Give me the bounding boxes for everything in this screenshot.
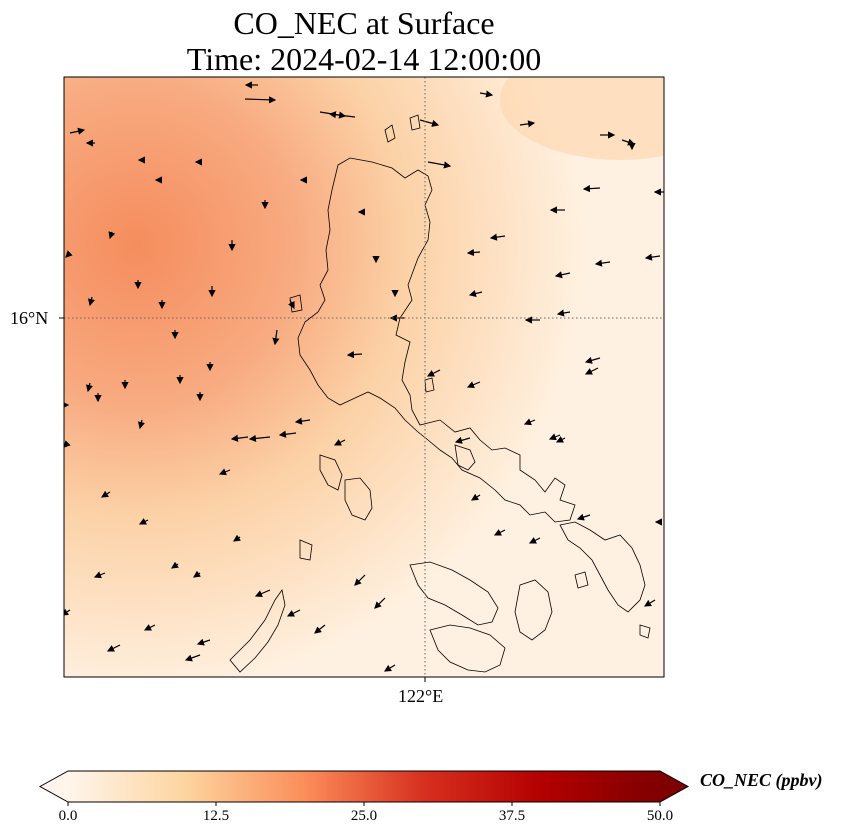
wind-arrow bbox=[523, 418, 536, 426]
wind-arrow bbox=[288, 299, 295, 310]
wind-arrow bbox=[466, 248, 481, 257]
colorbar-label: CO_NEC (ppbv) bbox=[700, 770, 823, 790]
chart-title: CO_NEC at Surface bbox=[233, 5, 495, 41]
wind-arrow bbox=[106, 644, 121, 652]
wind-arrow bbox=[65, 250, 73, 258]
wind-arrow bbox=[468, 290, 483, 298]
wind-arrow bbox=[554, 271, 571, 279]
wind-arrow bbox=[493, 529, 506, 536]
wind-arrow bbox=[466, 381, 481, 389]
wind-arrow bbox=[193, 570, 201, 578]
colorbar-tick-label: 37.5 bbox=[498, 808, 526, 824]
wind-arrow bbox=[328, 111, 356, 119]
map-area bbox=[64, 77, 664, 677]
wind-arrow bbox=[278, 430, 297, 438]
wind-arrow bbox=[548, 433, 561, 441]
wind-arrow bbox=[93, 571, 106, 579]
wind-arrow bbox=[426, 369, 441, 377]
wind-arrow bbox=[87, 296, 95, 307]
wind-arrow bbox=[196, 638, 211, 646]
wind-arrow bbox=[346, 350, 363, 359]
colorbar-tick-label: 50.0 bbox=[646, 808, 674, 824]
wind-arrow bbox=[171, 561, 179, 569]
concentration-field bbox=[64, 77, 664, 677]
chart-subtitle: Time: 2024-02-14 12:00:00 bbox=[186, 41, 542, 77]
colorbar-tick-label: 25.0 bbox=[350, 808, 378, 824]
wind-arrow bbox=[383, 664, 396, 672]
wind-arrow bbox=[470, 493, 481, 501]
wind-arrow bbox=[584, 356, 601, 364]
colorbar-extend-min bbox=[40, 771, 68, 802]
wind-arrow bbox=[528, 537, 541, 544]
wind-arrow bbox=[314, 624, 326, 634]
wind-arrow bbox=[582, 185, 601, 193]
wind-arrow bbox=[519, 120, 536, 128]
colorbar-extend-max bbox=[660, 771, 688, 802]
colorbar-tick-label: 0.0 bbox=[58, 808, 78, 824]
wind-arrow bbox=[354, 574, 366, 586]
wind-arrow bbox=[108, 231, 116, 240]
wind-arrow bbox=[644, 253, 661, 261]
wind-arrow bbox=[218, 468, 231, 476]
wind-arrow bbox=[85, 382, 93, 393]
wind-arrow bbox=[143, 624, 156, 631]
wind-arrow bbox=[333, 439, 346, 446]
wind-arrow bbox=[419, 119, 440, 127]
wind-arrow bbox=[584, 367, 599, 375]
wind-arrow bbox=[137, 419, 145, 430]
wind-arrow bbox=[594, 259, 611, 267]
wind-arrow bbox=[233, 534, 241, 542]
wind-arrow bbox=[374, 597, 386, 609]
wind-arrow bbox=[479, 90, 494, 98]
colorbar-tick-label: 12.5 bbox=[202, 808, 230, 824]
wind-arrow bbox=[555, 436, 566, 443]
lon-tick-label: 122°E bbox=[398, 686, 444, 706]
lat-tick-label: 16°N bbox=[10, 308, 49, 328]
wind-arrow bbox=[230, 434, 249, 442]
wind-arrow bbox=[64, 608, 71, 616]
wind-arrow bbox=[100, 490, 111, 498]
wind-vectors bbox=[64, 81, 664, 672]
wind-arrow bbox=[272, 329, 280, 346]
wind-arrow bbox=[427, 161, 452, 169]
wind-arrow bbox=[138, 518, 149, 525]
colorbar bbox=[38, 770, 690, 806]
wind-arrow bbox=[69, 127, 86, 135]
wind-arrow bbox=[254, 589, 271, 597]
wind-arrow bbox=[643, 599, 656, 607]
wind-arrow bbox=[294, 417, 311, 425]
colorbar-gradient bbox=[68, 771, 660, 802]
wind-arrow bbox=[286, 609, 301, 617]
wind-arrow bbox=[184, 654, 201, 662]
wind-arrow bbox=[556, 309, 571, 317]
ne-plume bbox=[500, 77, 664, 160]
wind-arrow bbox=[489, 233, 506, 241]
wind-arrow bbox=[454, 436, 471, 444]
map-frame bbox=[63, 76, 665, 678]
wind-arrow bbox=[248, 434, 271, 442]
wind-arrow bbox=[244, 96, 277, 104]
wind-arrow bbox=[576, 513, 591, 521]
